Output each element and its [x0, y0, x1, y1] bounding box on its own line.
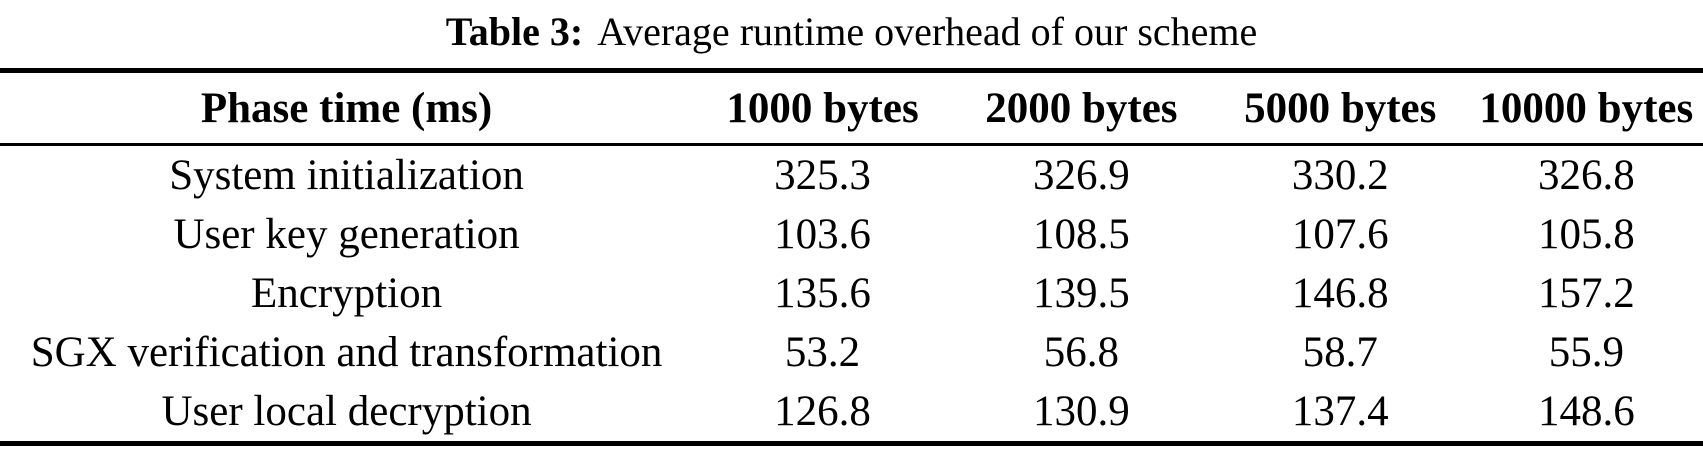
value-cell: 107.6	[1291, 211, 1389, 258]
value-cell: 137.4	[1291, 388, 1389, 435]
table-caption-label: Table 3:	[445, 9, 584, 54]
value-cell: 146.8	[1291, 270, 1389, 317]
value-cell: 326.8	[1537, 152, 1635, 199]
col-header-2000-bytes: 2000 bytes	[951, 70, 1211, 146]
value-cell: 126.8	[774, 388, 871, 435]
value-cell: 148.6	[1537, 388, 1635, 435]
phase-cell: Encryption	[251, 270, 443, 317]
value-cell: 139.5	[1033, 270, 1130, 317]
phase-cell: System initialization	[169, 152, 524, 199]
value-cell: 325.3	[774, 152, 871, 199]
phase-cell: SGX verification and transformation	[30, 329, 663, 376]
table-row: User key generation 103.6 108.5 107.6 10…	[0, 205, 1703, 264]
value-cell: 135.6	[774, 270, 871, 317]
col-header-1000-bytes: 1000 bytes	[693, 70, 952, 146]
value-cell: 103.6	[774, 211, 871, 258]
table-caption-text: Average runtime overhead of our scheme	[597, 9, 1258, 54]
col-header-phase-time: Phase time (ms)	[0, 70, 694, 146]
col-header-5000-bytes: 5000 bytes	[1210, 70, 1470, 146]
table-row: SGX verification and transformation 53.2…	[0, 323, 1703, 382]
value-cell: 326.9	[1033, 152, 1130, 199]
runtime-overhead-table: Phase time (ms) 1000 bytes 2000 bytes 50…	[0, 68, 1703, 446]
table-row: User local decryption 126.8 130.9 137.4 …	[0, 382, 1703, 444]
table-row: Encryption 135.6 139.5 146.8 157.2	[0, 264, 1703, 323]
table-header-row: Phase time (ms) 1000 bytes 2000 bytes 50…	[0, 70, 1703, 146]
value-cell: 108.5	[1033, 211, 1130, 258]
value-cell: 330.2	[1291, 152, 1389, 199]
phase-cell: User local decryption	[161, 388, 532, 435]
col-header-10000-bytes: 10000 bytes	[1469, 70, 1703, 146]
value-cell: 130.9	[1033, 388, 1130, 435]
table-caption: Table 3: Average runtime overhead of our …	[0, 0, 1703, 68]
table-row: System initialization 325.3 326.9 330.2 …	[0, 145, 1703, 206]
phase-cell: User key generation	[173, 211, 520, 258]
value-cell: 105.8	[1537, 211, 1635, 258]
value-cell: 157.2	[1537, 270, 1635, 317]
value-cell: 58.7	[1302, 329, 1378, 376]
value-cell: 56.8	[1043, 329, 1120, 376]
value-cell: 53.2	[784, 329, 861, 376]
value-cell: 55.9	[1548, 329, 1624, 376]
